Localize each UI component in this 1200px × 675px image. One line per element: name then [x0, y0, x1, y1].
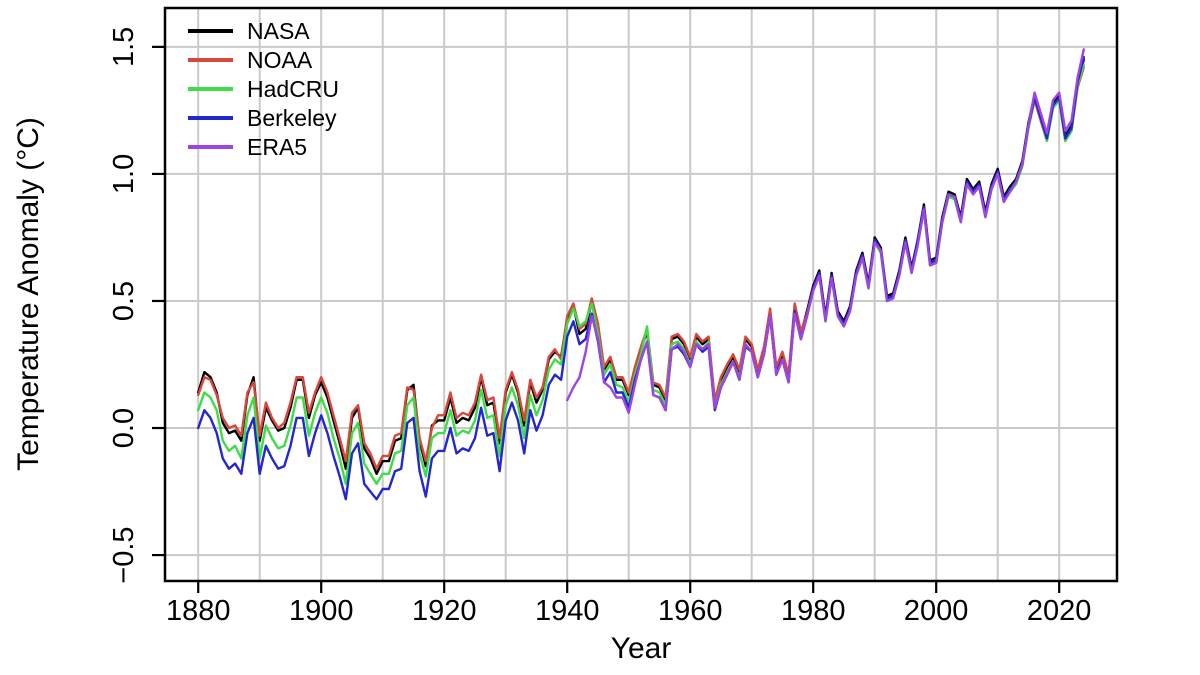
- series-lines: [196, 48, 1086, 501]
- legend-label-noaa: NOAA: [247, 47, 313, 73]
- plot-border: [163, 6, 1119, 583]
- x-axis-label: Year: [611, 632, 672, 665]
- x-tick-label-1940: 1940: [535, 595, 600, 627]
- legend-label-era5: ERA5: [247, 134, 307, 160]
- y-tick-label--0.5: −0.5: [108, 526, 140, 583]
- axes: 1880 1900 1920 1940 1960 1980 2000 2020 −0.5 0.0 0…: [108, 6, 1119, 627]
- y-tick-label-0.5: 0.5: [108, 281, 140, 321]
- y-tick-label-0: 0.0: [108, 408, 140, 448]
- x-tick-label-1980: 1980: [781, 595, 846, 627]
- y-tick-label-1: 1.0: [108, 154, 140, 194]
- legend-label-berkeley: Berkeley: [247, 105, 337, 131]
- legend: NASA NOAA HadCRU Berkeley ERA5: [188, 18, 339, 160]
- x-tick-label-2000: 2000: [904, 595, 969, 627]
- x-tick-label-2020: 2020: [1027, 595, 1092, 627]
- gridlines: [165, 8, 1117, 581]
- y-tick-label-1.5: 1.5: [108, 27, 140, 67]
- legend-label-hadcru: HadCRU: [247, 76, 339, 102]
- series-line-era5: [566, 48, 1086, 414]
- x-tick-label-1880: 1880: [166, 595, 231, 627]
- x-tick-label-1960: 1960: [658, 595, 723, 627]
- legend-label-nasa: NASA: [247, 18, 310, 44]
- y-axis-label: Temperature Anomaly (°C): [12, 117, 45, 471]
- x-tick-label-1900: 1900: [289, 595, 354, 627]
- x-tick-label-1920: 1920: [412, 595, 477, 627]
